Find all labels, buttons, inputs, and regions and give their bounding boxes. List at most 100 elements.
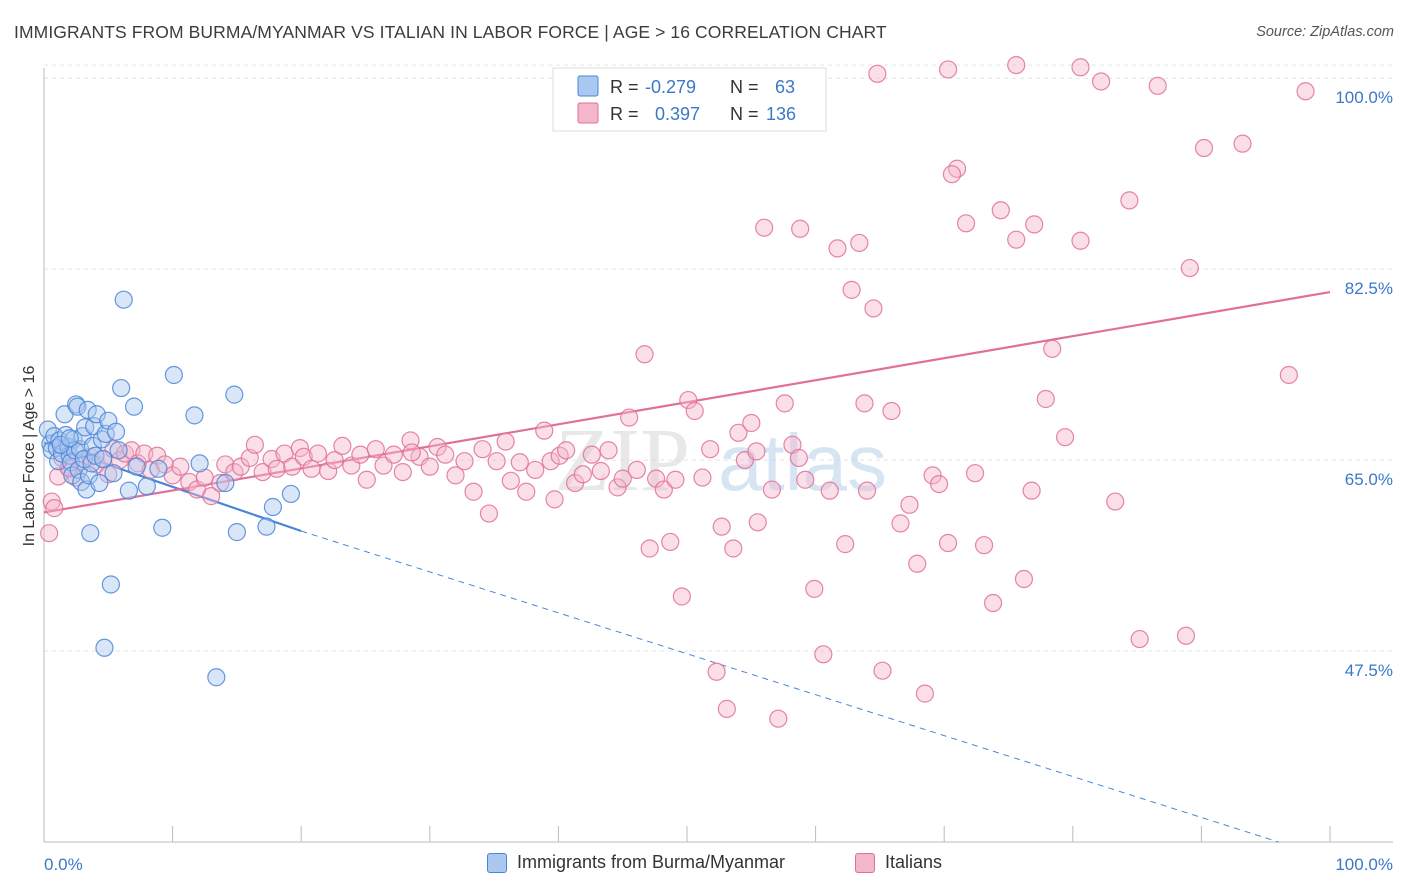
italians-point-108	[820, 481, 839, 500]
burma-point-33	[90, 473, 109, 493]
legend-item-burma: Immigrants from Burma/Myanmar	[487, 852, 785, 873]
burma-point-0	[38, 420, 57, 439]
italians-point-64	[510, 453, 529, 472]
italians-point-111	[842, 280, 861, 299]
italians-point-122	[929, 475, 949, 494]
italians-point-25	[202, 487, 221, 506]
italians-point-83	[654, 480, 673, 499]
legend-blue-n-value: 63	[775, 77, 795, 97]
burma-point-56	[225, 385, 244, 404]
italians-point-49	[384, 445, 403, 464]
burma-point-54	[207, 668, 226, 687]
italians-point-89	[693, 468, 712, 487]
italians-point-78	[620, 408, 639, 427]
italians-point-63	[501, 471, 520, 490]
italians-point-47	[366, 440, 385, 459]
gridlines	[44, 64, 1393, 652]
italians-point-57	[455, 452, 474, 471]
italians-point-159	[1007, 55, 1026, 75]
chart-title: IMMIGRANTS FROM BURMA/MYANMAR VS ITALIAN…	[14, 22, 887, 42]
italians-point-42	[325, 450, 344, 470]
legend-blue-n-label: N =	[730, 77, 759, 97]
italians-point-154	[1233, 134, 1252, 153]
italians-point-110	[836, 535, 855, 554]
burma-point-42	[109, 441, 128, 460]
burma-point-53	[190, 454, 209, 473]
italians-point-136	[1071, 231, 1090, 250]
italians-point-59	[473, 440, 492, 459]
italians-point-144	[402, 443, 421, 462]
legend-pink-swatch	[577, 102, 599, 124]
legend-pink-n-value: 136	[766, 104, 796, 124]
bottom-legend: Immigrants from Burma/Myanmar Italians	[0, 852, 1406, 878]
italians-point-150	[1022, 481, 1041, 500]
italians-point-50	[393, 462, 412, 482]
italians-point-72	[573, 465, 592, 484]
italians-point-160	[1071, 58, 1090, 77]
italians-point-97	[742, 413, 761, 433]
italians-point-98	[748, 513, 767, 532]
italians-point-151	[1176, 626, 1196, 645]
burma-point-55	[216, 473, 235, 493]
italians-point-114	[864, 299, 883, 318]
burma-points	[38, 290, 301, 687]
italians-point-91	[707, 662, 726, 681]
italians-point-58	[464, 482, 483, 501]
italians-point-100	[762, 480, 781, 499]
italians-point-60	[479, 504, 499, 523]
burma-point-45	[119, 481, 138, 500]
italians-point-66	[526, 460, 545, 480]
legend-blue-r-label: R =	[610, 77, 639, 97]
italians-point-75	[599, 441, 618, 460]
italians-point-101	[769, 709, 788, 728]
burma-point-40	[104, 464, 123, 483]
italians-point-26	[211, 473, 230, 493]
italians-point-126	[965, 464, 985, 483]
italians-point-105	[796, 470, 815, 489]
italians-point-56	[446, 466, 465, 485]
italians-point-147	[791, 219, 810, 238]
italians-point-102	[775, 394, 794, 413]
italians-point-140	[1130, 629, 1149, 649]
y-tick-label-2: 82.5%	[1345, 279, 1393, 298]
x-tick-label-right: 100.0%	[1335, 855, 1393, 874]
italians-point-0	[40, 524, 59, 543]
italians-point-107	[814, 645, 833, 664]
italians-point-112	[850, 233, 869, 253]
italians-point-93	[717, 699, 736, 718]
italians-point-62	[496, 432, 515, 451]
burma-point-27	[81, 524, 100, 543]
italians-point-94	[724, 539, 743, 558]
italians-point-131	[1014, 569, 1034, 589]
italians-point-115	[873, 661, 892, 680]
italians-point-142	[45, 499, 64, 518]
italians-point-156	[1296, 82, 1315, 101]
italians-point-45	[351, 445, 370, 464]
italians-trend-line	[43, 290, 1331, 514]
burma-point-35	[94, 449, 113, 469]
italians-point-152	[1180, 258, 1199, 278]
italians-point-77	[613, 469, 632, 488]
burma-point-47	[127, 457, 146, 476]
italians-point-86	[672, 587, 691, 606]
italians-point-31	[245, 435, 265, 454]
burma-point-49	[149, 459, 168, 478]
italians-point-55	[436, 445, 455, 464]
italians-point-84	[661, 532, 680, 552]
italians-point-141	[1148, 76, 1167, 95]
italians-point-67	[535, 421, 554, 440]
burma-point-44	[114, 290, 133, 309]
italians-point-95	[729, 423, 748, 442]
burma-point-57	[227, 523, 246, 542]
burma-point-59	[263, 497, 283, 517]
italians-point-134	[1043, 339, 1062, 358]
legend-pink-r-label: R =	[610, 104, 639, 124]
burma-point-52	[185, 406, 204, 425]
burma-point-61	[51, 435, 70, 454]
italians-point-132	[1025, 215, 1044, 234]
italians-point-155	[1279, 365, 1298, 385]
italians-point-104	[789, 448, 808, 468]
burma-point-41	[106, 422, 126, 441]
burma-point-39	[101, 575, 120, 594]
